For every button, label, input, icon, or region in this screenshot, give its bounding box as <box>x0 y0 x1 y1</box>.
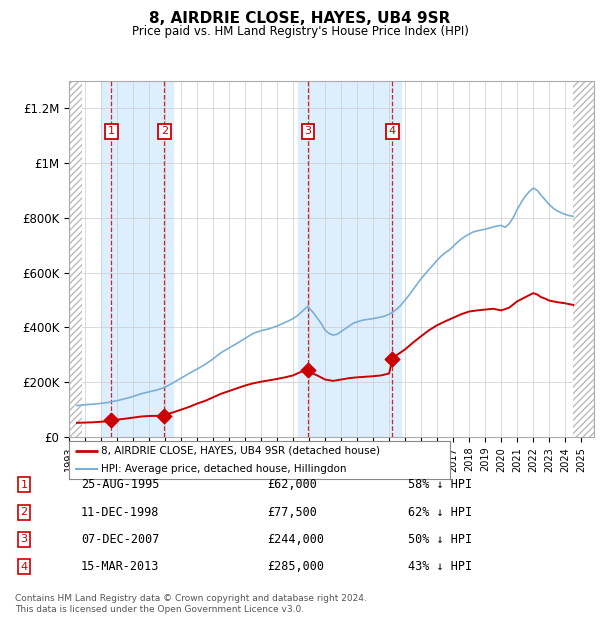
Text: 43% ↓ HPI: 43% ↓ HPI <box>408 560 472 573</box>
Text: 4: 4 <box>20 562 28 572</box>
Text: 50% ↓ HPI: 50% ↓ HPI <box>408 533 472 546</box>
Point <box>388 354 397 364</box>
Text: 8, AIRDRIE CLOSE, HAYES, UB4 9SR: 8, AIRDRIE CLOSE, HAYES, UB4 9SR <box>149 11 451 26</box>
Text: Price paid vs. HM Land Registry's House Price Index (HPI): Price paid vs. HM Land Registry's House … <box>131 25 469 38</box>
Point <box>160 411 169 421</box>
Text: 3: 3 <box>304 126 311 136</box>
Text: 11-DEC-1998: 11-DEC-1998 <box>81 506 160 518</box>
Text: 07-DEC-2007: 07-DEC-2007 <box>81 533 160 546</box>
Bar <box>101 81 173 437</box>
Bar <box>298 81 401 437</box>
Text: 3: 3 <box>20 534 28 544</box>
Text: £244,000: £244,000 <box>267 533 324 546</box>
Text: £62,000: £62,000 <box>267 479 317 491</box>
Text: 1: 1 <box>108 126 115 136</box>
Text: 2: 2 <box>20 507 28 517</box>
Text: 8, AIRDRIE CLOSE, HAYES, UB4 9SR (detached house): 8, AIRDRIE CLOSE, HAYES, UB4 9SR (detach… <box>101 446 380 456</box>
Text: HPI: Average price, detached house, Hillingdon: HPI: Average price, detached house, Hill… <box>101 464 347 474</box>
Text: 62% ↓ HPI: 62% ↓ HPI <box>408 506 472 518</box>
Text: 25-AUG-1995: 25-AUG-1995 <box>81 479 160 491</box>
Bar <box>573 81 600 437</box>
Text: £77,500: £77,500 <box>267 506 317 518</box>
Text: £285,000: £285,000 <box>267 560 324 573</box>
Point <box>303 365 313 375</box>
Point <box>107 415 116 425</box>
Text: 1: 1 <box>20 480 28 490</box>
Text: 2: 2 <box>161 126 168 136</box>
Text: 15-MAR-2013: 15-MAR-2013 <box>81 560 160 573</box>
Text: 58% ↓ HPI: 58% ↓ HPI <box>408 479 472 491</box>
Text: 4: 4 <box>389 126 396 136</box>
Bar <box>69 81 82 437</box>
Text: Contains HM Land Registry data © Crown copyright and database right 2024.
This d: Contains HM Land Registry data © Crown c… <box>15 595 367 614</box>
